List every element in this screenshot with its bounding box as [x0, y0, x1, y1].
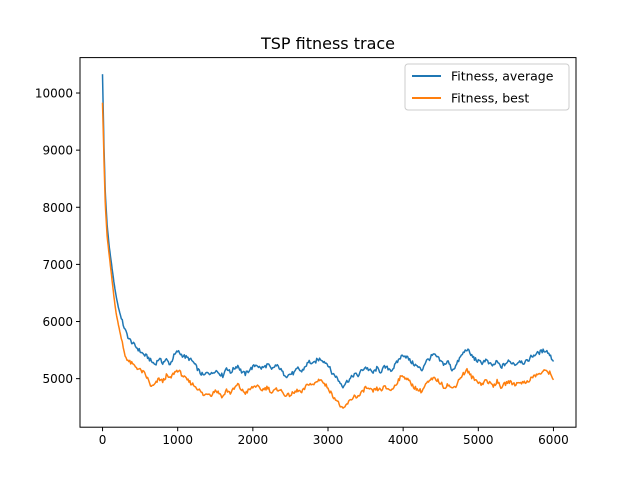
- y-tick-label: 7000: [42, 258, 73, 272]
- x-tick-label: 1000: [162, 433, 193, 447]
- legend-label-average: Fitness, average: [451, 69, 554, 84]
- legend-label-best: Fitness, best: [451, 91, 529, 106]
- chart-title: TSP fitness trace: [260, 34, 395, 53]
- series-layer: [101, 74, 555, 409]
- y-tick-label: 10000: [35, 87, 73, 101]
- x-tick-label: 2000: [238, 433, 269, 447]
- plot-frame: [79, 57, 577, 428]
- y-tick-label: 5000: [42, 372, 73, 386]
- x-tick-label: 5000: [463, 433, 494, 447]
- x-tick-label: 6000: [538, 433, 569, 447]
- legend: Fitness, average Fitness, best: [404, 63, 570, 111]
- series-line-average: [101, 74, 555, 389]
- series-line-best: [101, 102, 555, 409]
- y-axis: 5000 6000 7000 8000 9000 10000: [35, 87, 80, 386]
- y-tick-label: 9000: [42, 144, 73, 158]
- x-tick-label: 3000: [313, 433, 344, 447]
- x-tick-label: 4000: [388, 433, 419, 447]
- y-tick-label: 6000: [42, 315, 73, 329]
- x-tick-label: 0: [99, 433, 107, 447]
- y-tick-label: 8000: [42, 201, 73, 215]
- legend-box: [404, 63, 570, 111]
- x-axis: 0 1000 2000 3000 4000 5000 6000: [99, 427, 569, 447]
